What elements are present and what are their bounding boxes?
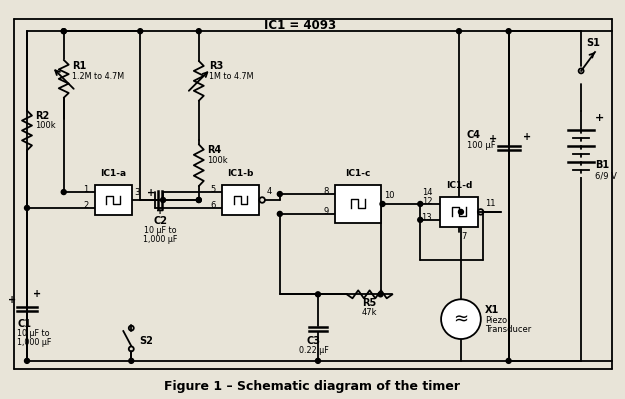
Circle shape [378, 292, 383, 297]
Text: 10: 10 [384, 191, 395, 200]
Text: Piezo: Piezo [485, 316, 507, 325]
Text: IC1-c: IC1-c [345, 169, 371, 178]
Text: C4: C4 [467, 130, 481, 140]
Text: C3: C3 [307, 336, 321, 346]
Circle shape [506, 29, 511, 34]
Circle shape [196, 198, 201, 202]
Text: 10 μF to: 10 μF to [144, 226, 176, 235]
Text: C1: C1 [17, 319, 31, 329]
Circle shape [456, 29, 461, 34]
Bar [440, 197, 478, 227]
Circle shape [61, 29, 66, 34]
Circle shape [418, 201, 422, 206]
Text: ≈: ≈ [453, 310, 469, 328]
Text: 1: 1 [83, 185, 89, 194]
Text: IC1-b: IC1-b [228, 169, 254, 178]
Circle shape [380, 201, 385, 206]
Text: 6: 6 [210, 201, 216, 210]
Text: 10 μF to: 10 μF to [17, 329, 50, 338]
Text: +: + [522, 132, 531, 142]
Text: 4: 4 [267, 187, 272, 196]
Bar [94, 185, 132, 215]
Text: 9: 9 [324, 207, 329, 216]
Text: C2: C2 [153, 216, 167, 226]
Text: S1: S1 [586, 38, 600, 48]
Circle shape [61, 190, 66, 195]
Circle shape [196, 198, 201, 202]
Text: 100k: 100k [35, 122, 56, 130]
Text: 7: 7 [461, 232, 467, 241]
Circle shape [278, 211, 282, 216]
Circle shape [138, 29, 142, 34]
Circle shape [418, 217, 422, 222]
Circle shape [24, 205, 29, 210]
Bar [335, 185, 381, 223]
Text: +: + [156, 206, 164, 216]
Text: 1M to 4.7M: 1M to 4.7M [209, 72, 253, 81]
Text: IC1-d: IC1-d [446, 181, 472, 190]
Text: S2: S2 [139, 336, 153, 346]
Circle shape [441, 299, 481, 339]
Circle shape [506, 358, 511, 363]
Text: R5: R5 [362, 298, 377, 308]
Circle shape [161, 198, 166, 202]
Text: +: + [489, 134, 497, 144]
Text: 6/9 V: 6/9 V [595, 171, 617, 180]
Text: 47k: 47k [362, 308, 378, 317]
Bar [222, 185, 259, 215]
Circle shape [196, 29, 201, 34]
Text: 11: 11 [486, 199, 496, 208]
Text: Transducer: Transducer [485, 325, 531, 334]
Text: 8: 8 [324, 187, 329, 196]
Text: +: + [8, 295, 16, 305]
Text: 2: 2 [83, 201, 89, 210]
Text: 100k: 100k [207, 156, 227, 165]
Text: 1,000 μF: 1,000 μF [17, 338, 51, 347]
Text: R4: R4 [207, 145, 221, 155]
Text: +: + [595, 113, 604, 122]
Circle shape [278, 192, 282, 197]
Text: Figure 1 – Schematic diagram of the timer: Figure 1 – Schematic diagram of the time… [164, 380, 460, 393]
Text: R2: R2 [35, 111, 49, 120]
Text: 5: 5 [211, 185, 216, 194]
Circle shape [129, 358, 134, 363]
Text: +: + [147, 188, 155, 198]
Text: R3: R3 [209, 61, 223, 71]
Text: 13: 13 [421, 213, 432, 222]
Circle shape [459, 209, 464, 214]
Circle shape [316, 358, 321, 363]
Text: 14: 14 [422, 188, 432, 197]
Text: 1,000 μF: 1,000 μF [143, 235, 177, 244]
Text: +: + [33, 289, 41, 299]
Text: 0.22 μF: 0.22 μF [299, 346, 329, 355]
Circle shape [61, 29, 66, 34]
Circle shape [316, 292, 321, 297]
Text: IC1 = 4093: IC1 = 4093 [264, 19, 336, 32]
Text: 100 μF: 100 μF [467, 141, 496, 150]
Text: IC1-a: IC1-a [101, 169, 126, 178]
Text: 12: 12 [422, 197, 432, 206]
Text: 1.2M to 4.7M: 1.2M to 4.7M [72, 72, 124, 81]
Text: 3: 3 [134, 188, 139, 197]
Text: X1: X1 [485, 305, 499, 315]
Circle shape [24, 358, 29, 363]
Text: R1: R1 [72, 61, 86, 71]
Text: B1: B1 [595, 160, 609, 170]
